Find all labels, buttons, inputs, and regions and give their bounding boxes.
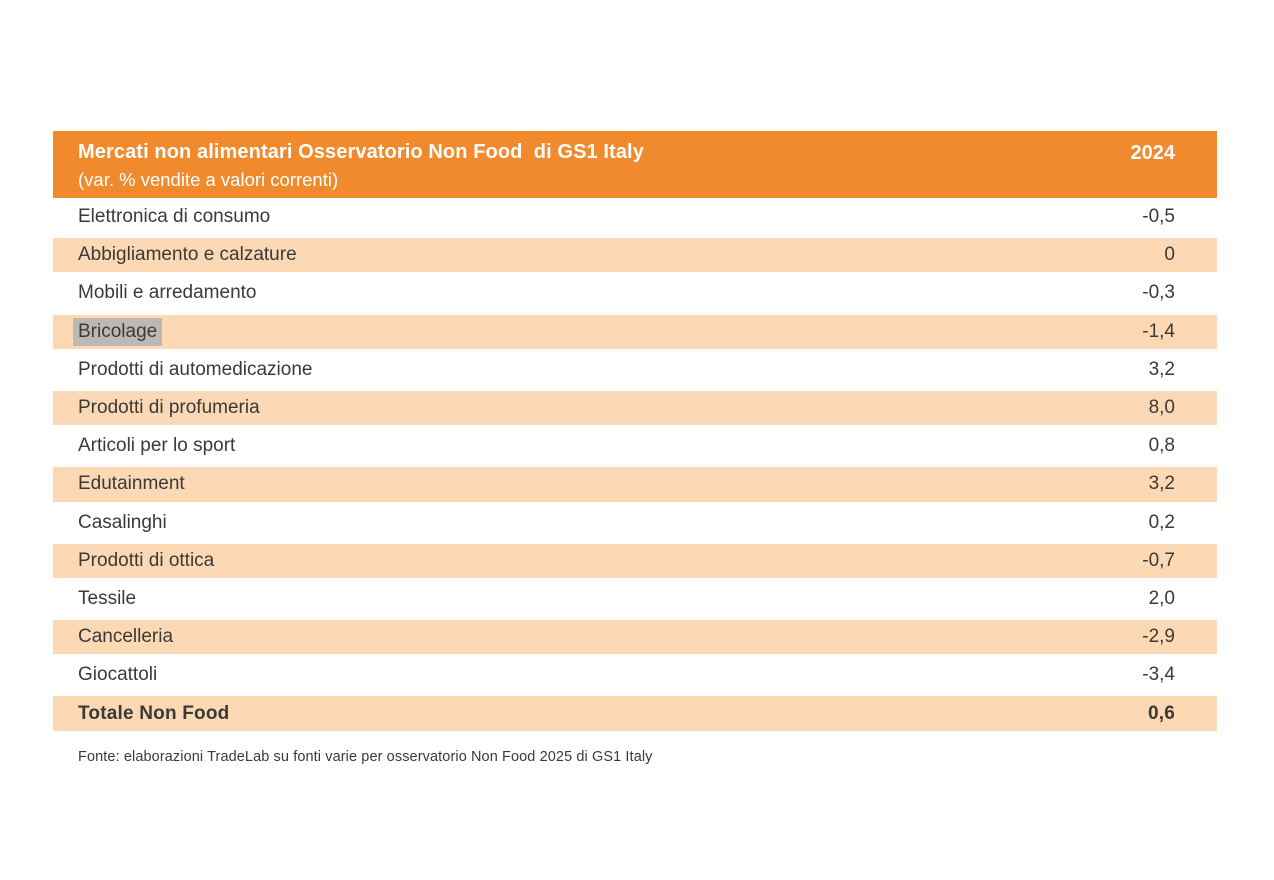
row-value: 2,0 [1148,587,1175,609]
row-value: -0,7 [1142,549,1175,571]
row-value: 0 [1164,244,1175,266]
row-value: 3,2 [1148,358,1175,380]
row-label: Mobili e arredamento [78,282,257,304]
row-value: -1,4 [1142,320,1175,342]
row-value: 3,2 [1148,473,1175,495]
row-label: Prodotti di ottica [78,549,215,571]
row-label: Prodotti di automedicazione [78,358,313,380]
row-label: Prodotti di profumeria [78,397,260,419]
row-label: Tessile [78,587,137,609]
row-label: Abbigliamento e calzature [78,244,297,266]
row-value: 0,8 [1148,435,1175,457]
table-row: Prodotti di ottica -0,7 [53,541,1217,580]
row-label: Casalinghi [78,511,167,533]
table-row: Mobili e arredamento -0,3 [53,274,1217,313]
row-value: -2,9 [1142,626,1175,648]
row-value: -0,3 [1142,282,1175,304]
table-row: Edutainment 3,2 [53,465,1217,504]
table-row: Elettronica di consumo -0,5 [53,198,1217,237]
selected-text-highlight[interactable]: Bricolage [73,317,163,346]
table-row: Prodotti di profumeria 8,0 [53,388,1217,428]
row-label: Giocattoli [78,664,158,686]
table-title: Mercati non alimentari Osservatorio Non … [78,141,644,163]
table-row: Cancelleria -2,9 [53,618,1217,657]
table-header-titles: Mercati non alimentari Osservatorio Non … [78,138,644,193]
row-label: Articoli per lo sport [78,435,236,457]
row-value: 0,6 [1147,702,1175,724]
table-body: Elettronica di consumo -0,5 Abbigliamento … [53,198,1217,733]
table-row: Casalinghi 0,2 [53,503,1217,542]
table-row: Articoli per lo sport 0,8 [53,427,1217,466]
table-row: Prodotti di automedicazione 3,2 [53,350,1217,389]
nonfood-markets-table: Mercati non alimentari Osservatorio Non … [53,131,1217,733]
table-header-band: Mercati non alimentari Osservatorio Non … [53,131,1217,198]
row-value: 8,0 [1148,397,1175,419]
row-value: -0,5 [1142,206,1175,228]
row-value: 0,2 [1148,511,1175,533]
row-label: Bricolage [73,317,163,346]
source-note: Fonte: elaborazioni TradeLab su fonti va… [78,749,653,765]
row-value: -3,4 [1142,664,1175,686]
table-row: Abbigliamento e calzature 0 [53,236,1217,275]
table-row: Tessile 2,0 [53,579,1217,619]
row-label: Cancelleria [78,626,174,648]
year-column-header: 2024 [1130,142,1176,164]
row-label: Totale Non Food [78,702,230,724]
table-row-total: Totale Non Food 0,6 [53,694,1217,733]
table-subtitle: (var. % vendite a valori correnti) [78,169,339,190]
table-row: Bricolage -1,4 [53,312,1217,351]
row-label: Elettronica di consumo [78,206,271,228]
table-row: Giocattoli -3,4 [53,656,1217,695]
row-label: Edutainment [78,473,185,495]
